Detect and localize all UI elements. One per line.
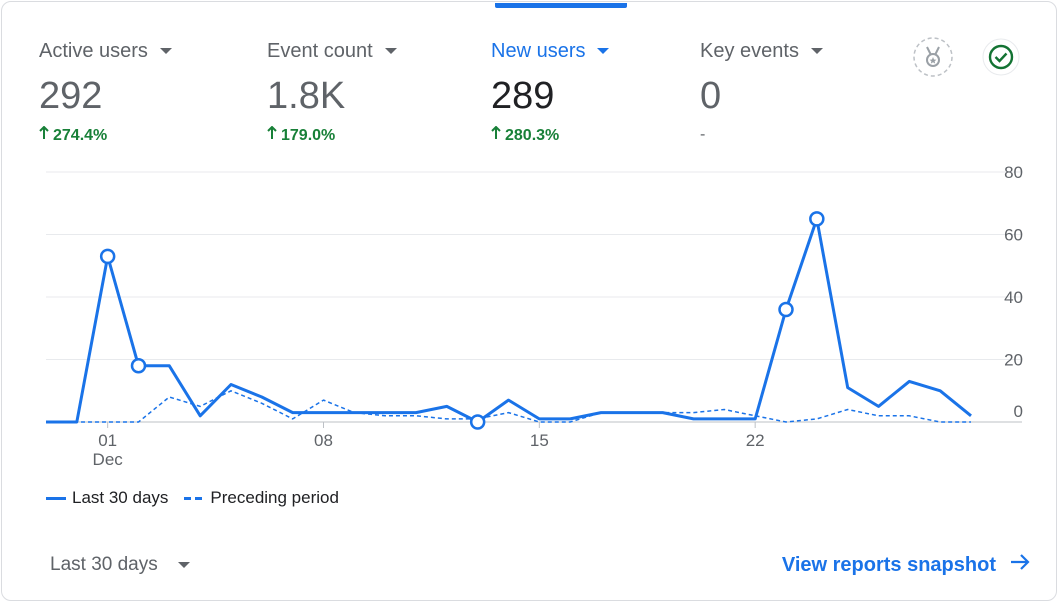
arrow-right-icon	[1010, 553, 1030, 577]
metric-value: 0	[700, 75, 722, 117]
arrow-up-icon	[267, 125, 277, 145]
metric-tab-key-events[interactable]: Key events 0 -	[700, 38, 823, 144]
metric-value: 292	[39, 75, 103, 117]
arrow-up-icon	[491, 125, 501, 145]
metric-label: Event count	[267, 39, 373, 62]
legend-label: Preceding period	[210, 488, 339, 507]
metric-change: 179.0%	[267, 125, 397, 145]
y-tick-label: 20	[1004, 351, 1023, 370]
data-point-marker	[809, 211, 825, 227]
x-tick-label: 08	[314, 431, 333, 450]
data-point-marker	[130, 358, 147, 374]
metric-change-value: 179.0%	[281, 126, 336, 144]
y-tick-label: 0	[1014, 402, 1023, 421]
arrow-up-icon	[39, 125, 49, 145]
medal-icon	[913, 36, 953, 82]
caret-down-icon	[597, 48, 610, 54]
caret-down-icon	[384, 48, 397, 54]
check-circle-icon	[981, 37, 1021, 82]
solid-line-swatch	[46, 496, 66, 500]
view-reports-snapshot-link[interactable]: View reports snapshot	[782, 553, 1030, 577]
dashed-line-swatch	[184, 496, 205, 500]
x-tick-sublabel: Dec	[93, 450, 124, 469]
metric-tab-active-users[interactable]: Active users 292 274.4%	[39, 38, 172, 145]
metric-label: Key events	[700, 39, 799, 62]
data-point-marker	[778, 301, 794, 318]
metric-change-value: 274.4%	[53, 126, 108, 144]
series-line-preceding-period	[46, 390, 971, 423]
metric-change-value: -	[700, 126, 706, 143]
metric-label: Active users	[39, 39, 148, 62]
metric-tab-event-count[interactable]: Event count 1.8K 179.0%	[267, 38, 397, 145]
legend-item-current: Last 30 days	[46, 488, 168, 508]
x-tick-label: 15	[530, 431, 549, 450]
status-button[interactable]	[981, 37, 1021, 82]
metric-value: 1.8K	[267, 75, 346, 117]
data-point-marker	[469, 414, 486, 430]
metric-change-value: 280.3%	[505, 126, 560, 144]
caret-down-icon	[810, 48, 823, 54]
date-range-label: Last 30 days	[50, 554, 158, 575]
x-tick-label: 01	[98, 431, 117, 450]
metric-change: 274.4%	[39, 125, 172, 145]
y-tick-label: 60	[1004, 226, 1023, 245]
legend-label: Last 30 days	[72, 488, 169, 507]
series-line-last-30-days	[46, 217, 972, 424]
y-tick-label: 40	[1004, 288, 1023, 307]
date-range-dropdown[interactable]: Last 30 days	[50, 554, 190, 576]
selected-tab-indicator	[495, 3, 627, 8]
metric-value: 289	[491, 75, 555, 117]
legend-item-previous: Preceding period	[184, 488, 339, 508]
metric-label: New users	[491, 39, 586, 62]
metric-change: 280.3%	[491, 125, 609, 145]
chart-legend: Last 30 days Preceding period	[46, 488, 355, 508]
link-label: View reports snapshot	[781, 553, 996, 576]
y-tick-label: 80	[1004, 163, 1023, 182]
metric-tab-new-users[interactable]: New users 289 280.3%	[491, 38, 610, 145]
insights-button[interactable]	[913, 36, 953, 82]
metric-change: -	[700, 126, 823, 144]
caret-down-icon	[159, 48, 172, 54]
x-tick-label: 22	[746, 431, 765, 450]
data-point-marker	[99, 248, 116, 265]
caret-down-icon	[177, 562, 190, 568]
